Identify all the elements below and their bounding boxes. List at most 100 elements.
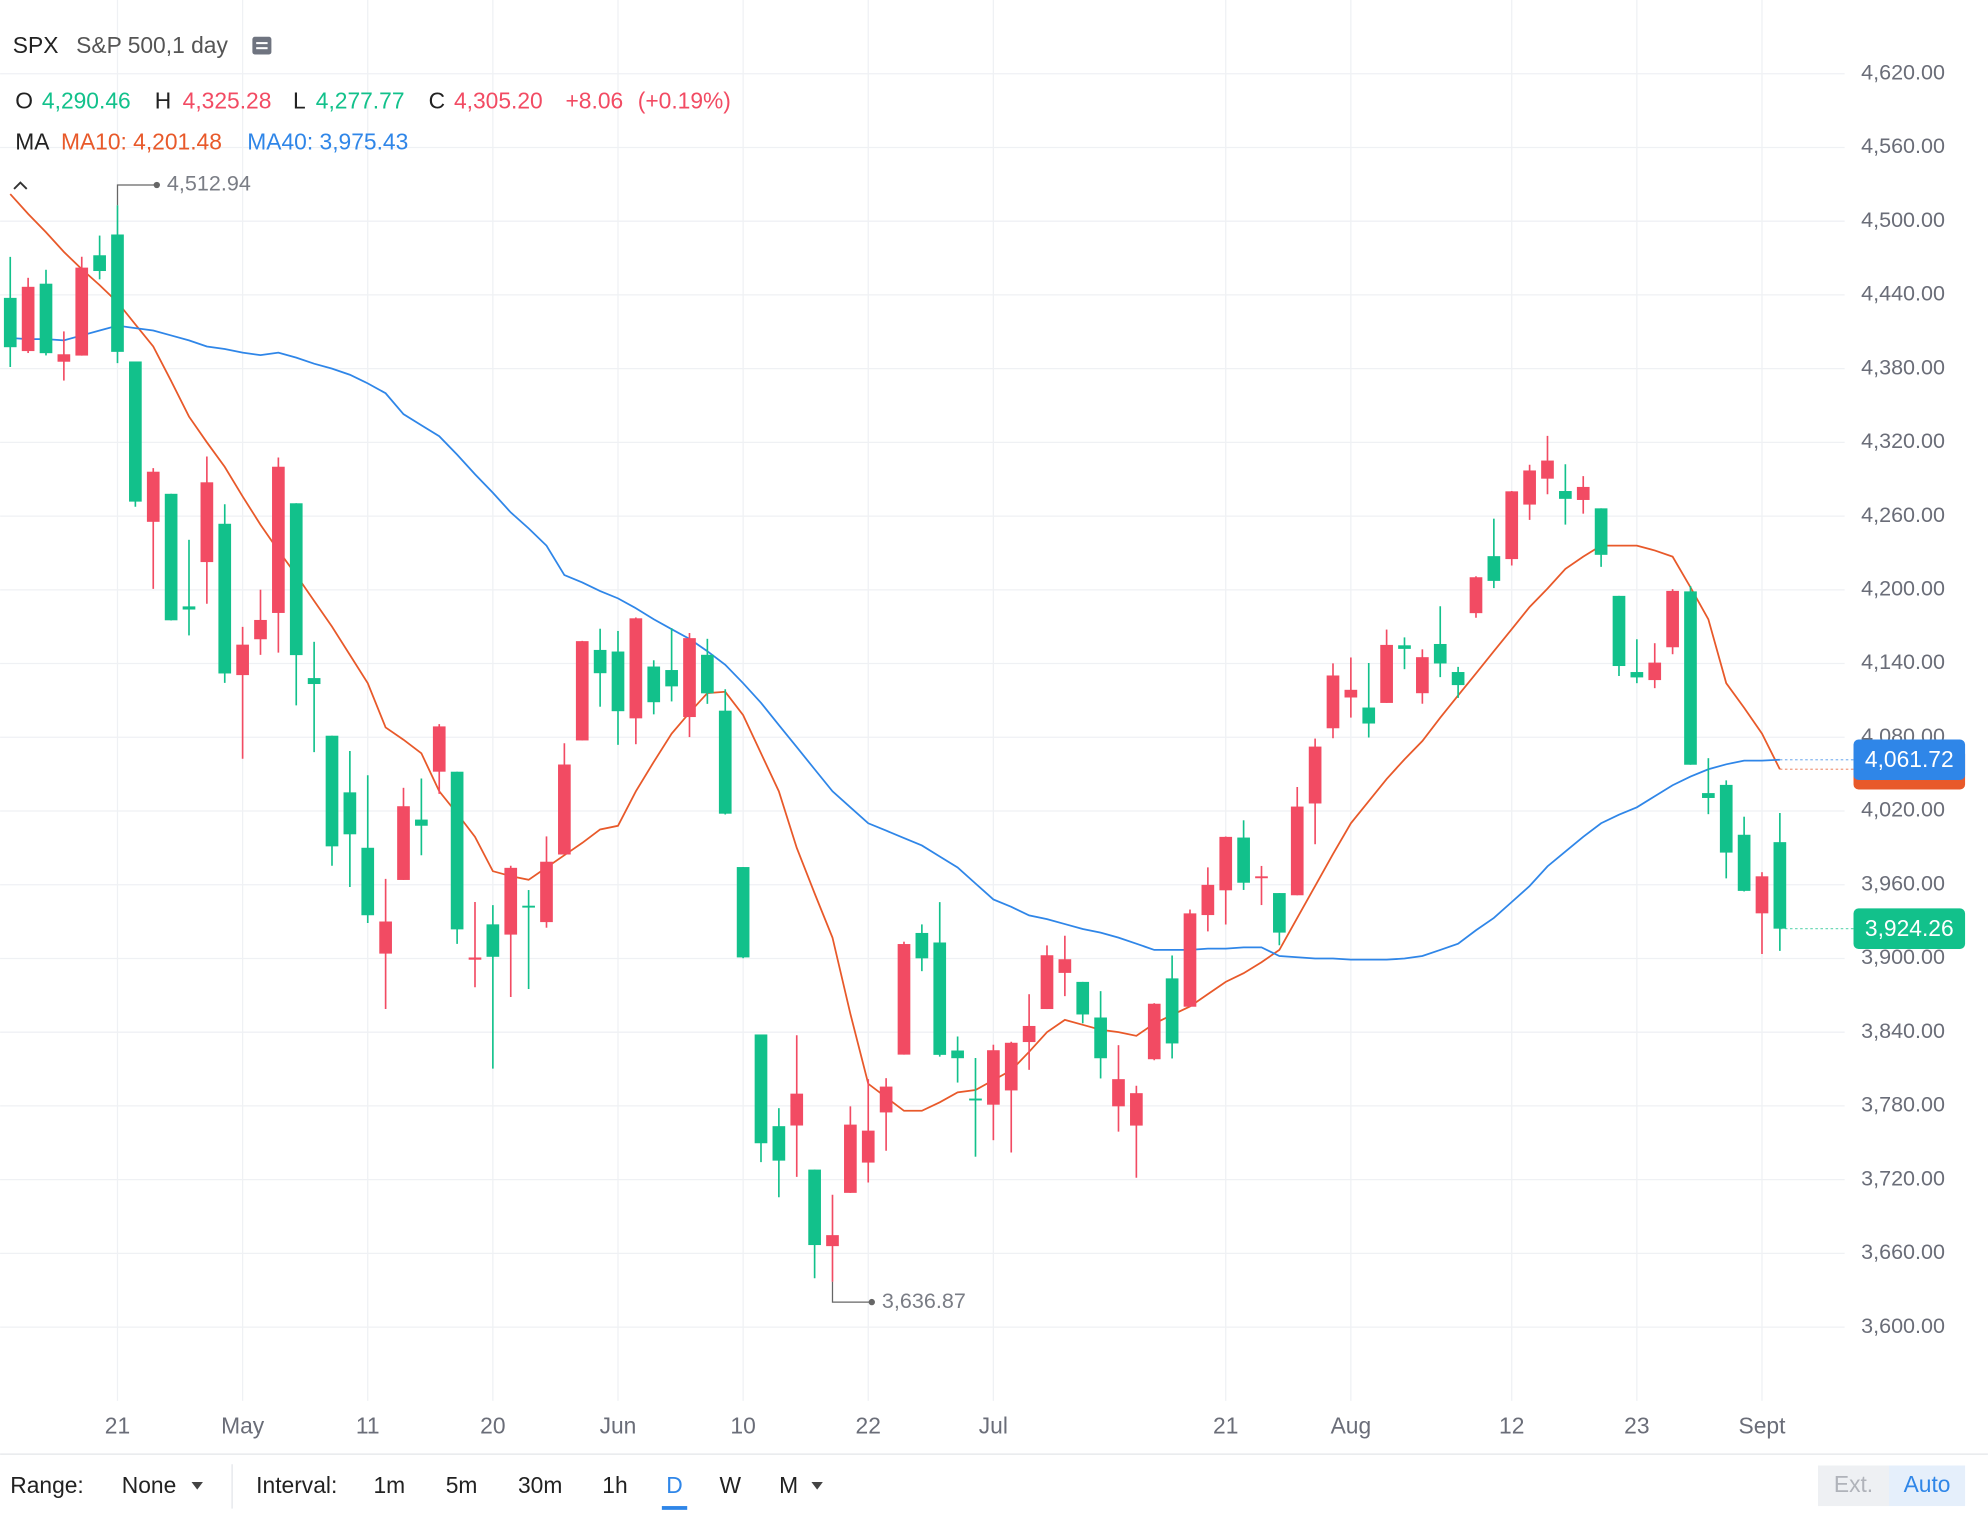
range-label: Range:: [10, 1472, 84, 1498]
interval-button[interactable]: M: [779, 1472, 798, 1498]
lines: [9, 193, 1781, 1112]
candle-body: [790, 1093, 804, 1126]
candle-body: [325, 735, 339, 847]
x-tick-label: 12: [1499, 1412, 1524, 1438]
interval-button[interactable]: 30m: [518, 1472, 562, 1498]
icon-box[interactable]: [252, 36, 272, 55]
interval-button[interactable]: W: [720, 1472, 742, 1498]
y-tick-label: 4,560.00: [1861, 133, 1945, 158]
candle-body: [1630, 672, 1644, 678]
ohlc-key: H: [155, 88, 171, 114]
candle-body: [808, 1169, 821, 1246]
candle-body: [736, 867, 750, 958]
candle-body: [933, 942, 947, 1055]
details-icon[interactable]: [252, 36, 272, 55]
candle-body: [504, 867, 518, 935]
auto-button-bg[interactable]: [1889, 1465, 1966, 1507]
candle-body: [1165, 978, 1179, 1044]
y-tick-label: 4,440.00: [1861, 281, 1945, 306]
price-tag-label: 3,924.26: [1865, 915, 1954, 941]
y-tick-label: 3,720.00: [1861, 1165, 1945, 1190]
x-tick-label: Aug: [1331, 1412, 1372, 1438]
candle-body: [289, 503, 303, 656]
x-tick-label: 21: [1213, 1412, 1238, 1438]
candles: [3, 205, 1787, 1282]
ohlc-value: 4,305.20: [454, 88, 543, 114]
extreme-label: 4,512.94: [167, 171, 251, 196]
candle-body: [415, 819, 428, 826]
extreme-leader: [831, 1281, 872, 1303]
active-underline: [661, 1506, 688, 1510]
x-tick-label: Jul: [979, 1412, 1008, 1438]
auto-button[interactable]: Auto: [1904, 1471, 1951, 1497]
ext-button-bg[interactable]: [1818, 1465, 1890, 1507]
y-tick-label: 4,620.00: [1861, 59, 1945, 84]
ext-button[interactable]: Ext.: [1834, 1471, 1873, 1497]
y-tick-label: 4,500.00: [1861, 207, 1945, 232]
header: SPX S&P 500,1 day O 4,290.46 H 4,325.28 …: [13, 32, 731, 190]
candle-body: [1273, 893, 1286, 933]
candle-body: [432, 726, 446, 772]
candle-body: [272, 466, 285, 613]
candle-body: [3, 297, 17, 348]
candle-body: [1416, 657, 1429, 694]
candle-body: [718, 710, 732, 814]
y-tick-label: 3,780.00: [1861, 1092, 1945, 1117]
candle-body: [701, 654, 714, 694]
candle-body: [236, 644, 249, 676]
candle-body: [1666, 590, 1679, 648]
candle-body: [1237, 837, 1250, 883]
candle-body: [1684, 591, 1697, 765]
price-tag: [1853, 908, 1966, 949]
x-tick-label: May: [221, 1412, 265, 1438]
x-tick-label: 23: [1624, 1412, 1649, 1438]
candle-body: [1004, 1042, 1018, 1091]
candle-body: [969, 1098, 982, 1101]
candle-body: [1755, 876, 1769, 914]
candle-body: [200, 482, 214, 563]
x-tick-label: 21: [105, 1412, 130, 1438]
interval-button[interactable]: 5m: [446, 1472, 478, 1498]
overlay: 3,600.00 3,660.00 3,720.00 3,780.00 3,840.00…: [116, 59, 1966, 1338]
dropdown-arrow[interactable]: [811, 1481, 823, 1490]
candle-body: [1326, 675, 1340, 729]
candle-body: [1344, 689, 1358, 698]
candle-body: [111, 234, 124, 352]
y-tick-label: 3,660.00: [1861, 1239, 1945, 1264]
candle-body: [522, 905, 535, 908]
candle-body: [146, 471, 160, 522]
y-tick-label: 4,200.00: [1861, 576, 1945, 601]
candle-body: [486, 924, 500, 957]
candle-body: [129, 361, 142, 502]
dropdown-arrow[interactable]: [191, 1481, 203, 1490]
candle-body: [1147, 1003, 1161, 1060]
symbol: SPX: [13, 32, 59, 58]
candle-body: [57, 354, 71, 362]
candle-body: [1541, 460, 1554, 479]
ohlc-value: 4,325.28: [183, 88, 272, 114]
candle-body: [93, 255, 106, 272]
ohlc-key: L: [293, 88, 306, 114]
candle-body: [1308, 746, 1322, 804]
ohlc-value: 4,277.77: [316, 88, 405, 114]
candle-body: [397, 806, 410, 880]
y-tick-label: 4,320.00: [1861, 428, 1945, 453]
candle-body: [1290, 806, 1304, 896]
candle-body: [307, 678, 321, 685]
range-select[interactable]: None: [122, 1472, 177, 1498]
collapse-icon[interactable]: [13, 181, 28, 190]
candle-body: [1362, 707, 1376, 724]
extreme-dot: [153, 181, 160, 189]
candle-body: [1094, 1017, 1107, 1059]
interval-button[interactable]: D: [666, 1472, 682, 1498]
candle-body: [379, 921, 392, 954]
change: +8.06: [566, 88, 624, 114]
interval-button[interactable]: 1h: [602, 1472, 627, 1498]
candle-body: [1201, 884, 1215, 916]
y-tick-label: 4,020.00: [1861, 797, 1945, 822]
candle-body: [665, 670, 678, 687]
candle-body: [450, 771, 464, 930]
interval-button[interactable]: 1m: [373, 1472, 405, 1498]
candle-body: [844, 1124, 857, 1193]
